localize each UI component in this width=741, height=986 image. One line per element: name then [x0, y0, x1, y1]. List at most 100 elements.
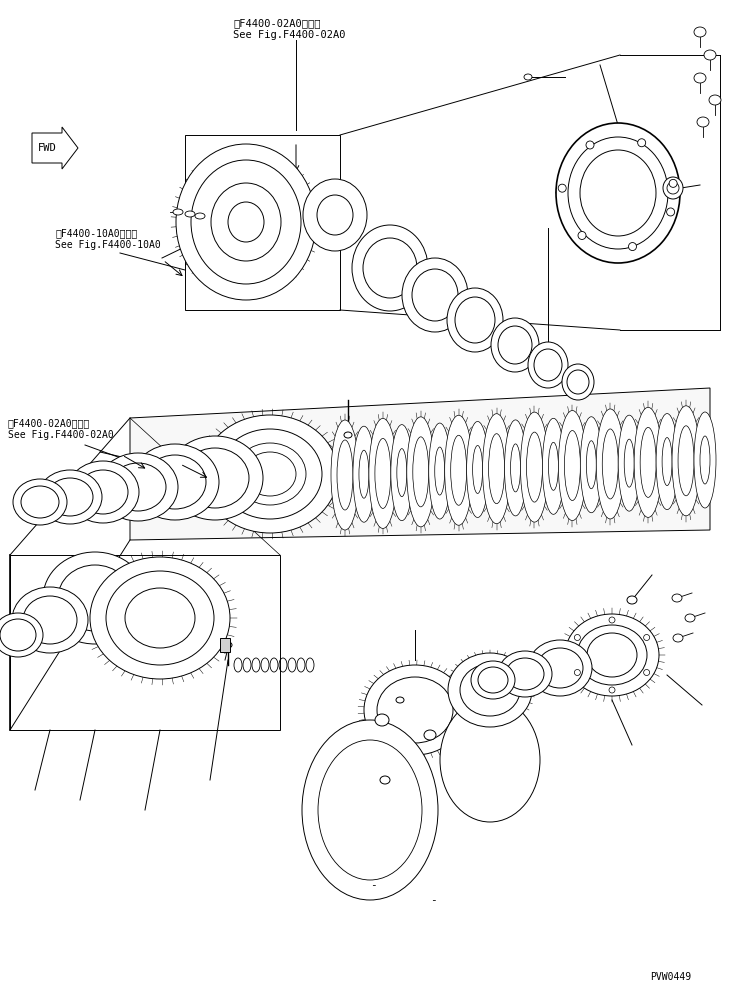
Ellipse shape — [47, 478, 93, 516]
Ellipse shape — [353, 426, 375, 523]
Ellipse shape — [318, 740, 422, 880]
Ellipse shape — [0, 619, 36, 651]
Ellipse shape — [90, 557, 230, 679]
Bar — [220, 638, 230, 652]
Ellipse shape — [694, 73, 706, 83]
Text: -: - — [430, 895, 436, 905]
Ellipse shape — [0, 613, 43, 657]
Ellipse shape — [467, 421, 488, 518]
Ellipse shape — [578, 232, 586, 240]
Ellipse shape — [110, 463, 166, 511]
Ellipse shape — [498, 326, 532, 364]
Ellipse shape — [634, 407, 662, 518]
Ellipse shape — [451, 435, 467, 505]
Ellipse shape — [667, 182, 679, 194]
Ellipse shape — [448, 653, 532, 727]
Text: See Fig.F4400-02A0: See Fig.F4400-02A0 — [8, 430, 114, 440]
Ellipse shape — [244, 452, 296, 496]
Ellipse shape — [364, 665, 466, 755]
Ellipse shape — [447, 288, 503, 352]
Ellipse shape — [580, 150, 656, 236]
Ellipse shape — [580, 417, 602, 513]
Ellipse shape — [528, 342, 568, 388]
Ellipse shape — [565, 614, 659, 696]
Ellipse shape — [12, 587, 88, 653]
Ellipse shape — [202, 415, 338, 533]
Ellipse shape — [181, 448, 249, 508]
Text: -: - — [370, 880, 376, 890]
Ellipse shape — [558, 184, 566, 192]
Ellipse shape — [574, 669, 580, 675]
Ellipse shape — [331, 420, 359, 530]
Ellipse shape — [445, 415, 473, 526]
Ellipse shape — [667, 208, 674, 216]
Ellipse shape — [460, 664, 520, 716]
Ellipse shape — [455, 297, 495, 343]
Ellipse shape — [537, 648, 583, 688]
Ellipse shape — [397, 449, 407, 497]
Ellipse shape — [491, 318, 539, 372]
Ellipse shape — [13, 479, 67, 525]
Ellipse shape — [38, 470, 102, 524]
Ellipse shape — [43, 552, 147, 644]
Ellipse shape — [640, 427, 657, 497]
Ellipse shape — [574, 635, 580, 641]
Ellipse shape — [568, 137, 668, 249]
Ellipse shape — [663, 177, 683, 199]
Ellipse shape — [586, 141, 594, 149]
Ellipse shape — [511, 444, 520, 492]
Ellipse shape — [694, 412, 716, 508]
Ellipse shape — [542, 418, 565, 515]
Ellipse shape — [176, 144, 316, 300]
Ellipse shape — [562, 364, 594, 400]
Ellipse shape — [577, 625, 647, 685]
Ellipse shape — [685, 614, 695, 622]
Ellipse shape — [644, 635, 650, 641]
Ellipse shape — [673, 634, 683, 642]
Polygon shape — [130, 388, 710, 540]
Ellipse shape — [559, 410, 586, 521]
Ellipse shape — [548, 443, 559, 490]
Ellipse shape — [363, 238, 417, 298]
Ellipse shape — [391, 425, 413, 521]
Ellipse shape — [586, 441, 597, 489]
Ellipse shape — [195, 213, 205, 219]
Ellipse shape — [407, 417, 435, 527]
Text: 第F4400-10A0図参照: 第F4400-10A0図参照 — [55, 228, 137, 238]
Ellipse shape — [662, 438, 672, 485]
Ellipse shape — [359, 451, 369, 498]
Ellipse shape — [528, 640, 592, 696]
Ellipse shape — [506, 658, 544, 690]
Ellipse shape — [644, 669, 650, 675]
Ellipse shape — [672, 594, 682, 602]
Ellipse shape — [669, 179, 677, 187]
Ellipse shape — [173, 209, 183, 215]
Ellipse shape — [435, 447, 445, 495]
Ellipse shape — [627, 596, 637, 604]
Ellipse shape — [471, 661, 515, 699]
Ellipse shape — [694, 27, 706, 37]
Ellipse shape — [228, 202, 264, 242]
Ellipse shape — [482, 414, 511, 524]
Ellipse shape — [524, 74, 532, 80]
Ellipse shape — [58, 565, 132, 631]
Ellipse shape — [302, 720, 438, 900]
Ellipse shape — [167, 436, 263, 520]
Ellipse shape — [412, 269, 458, 321]
Ellipse shape — [656, 413, 678, 510]
Ellipse shape — [191, 160, 301, 284]
Ellipse shape — [628, 243, 637, 250]
Ellipse shape — [565, 431, 580, 501]
Ellipse shape — [413, 437, 429, 507]
Ellipse shape — [144, 455, 206, 509]
Ellipse shape — [337, 440, 353, 510]
Ellipse shape — [375, 439, 391, 509]
Ellipse shape — [505, 420, 527, 516]
Ellipse shape — [498, 651, 552, 697]
Ellipse shape — [704, 50, 716, 60]
Ellipse shape — [440, 698, 540, 822]
Ellipse shape — [125, 588, 195, 648]
Ellipse shape — [700, 436, 710, 484]
Ellipse shape — [678, 426, 694, 496]
Ellipse shape — [377, 677, 453, 743]
